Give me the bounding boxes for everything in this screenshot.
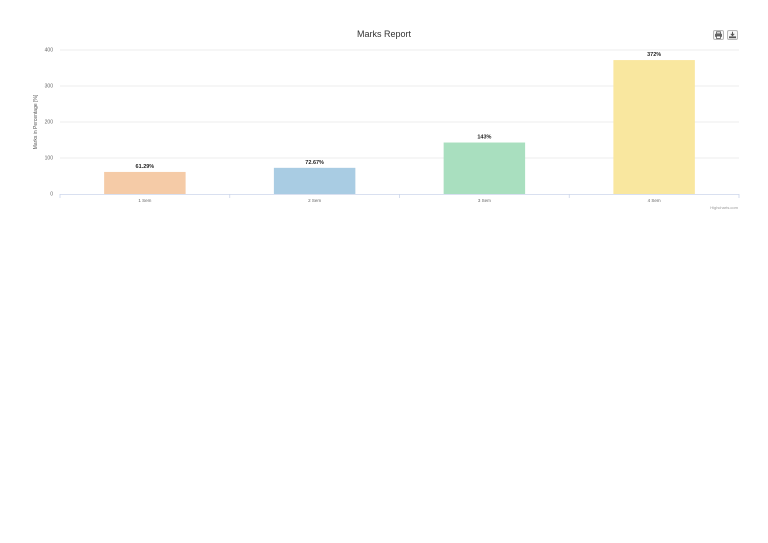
bar-data-label: 143% <box>477 135 491 141</box>
credits-text[interactable]: Highcharts.com <box>710 205 738 210</box>
export-button[interactable] <box>727 30 738 40</box>
y-tick-label: 100 <box>45 156 54 162</box>
x-tick-label: 2 Sem <box>308 198 321 203</box>
bar[interactable] <box>443 142 526 194</box>
x-tick-label: 4 Sem <box>648 198 661 203</box>
y-axis-title: Marks in Percentage [%] <box>33 94 39 149</box>
y-tick-label: 400 <box>45 48 54 54</box>
bar-chart: Marks Report Marks in Percentage [%] 0 10… <box>33 29 740 210</box>
bar[interactable] <box>104 171 186 194</box>
x-tick-label: 3 Sem <box>478 198 491 203</box>
print-button[interactable] <box>713 30 724 40</box>
data-labels: 61.29% 72.67% 143% 372% <box>136 52 662 170</box>
chart-container: Marks Report Marks in Percentage [%] 0 10… <box>0 0 768 230</box>
y-axis-ticks: 0 100 200 300 400 <box>45 48 54 198</box>
bar[interactable] <box>273 167 356 194</box>
x-axis: 1 Sem 2 Sem 3 Sem 4 Sem <box>59 194 740 203</box>
y-tick-label: 200 <box>45 120 54 126</box>
y-tick-label: 300 <box>45 84 54 90</box>
y-tick-label: 0 <box>50 192 53 198</box>
printer-icon <box>715 31 722 39</box>
bar-data-label: 61.29% <box>136 164 155 170</box>
bar-data-label: 72.67% <box>305 160 324 166</box>
chart-title: Marks Report <box>357 29 412 39</box>
download-icon <box>729 31 736 39</box>
bar-data-label: 372% <box>647 52 661 58</box>
bar[interactable] <box>613 60 695 194</box>
bars <box>104 60 695 194</box>
x-tick-label: 1 Sem <box>138 198 151 203</box>
